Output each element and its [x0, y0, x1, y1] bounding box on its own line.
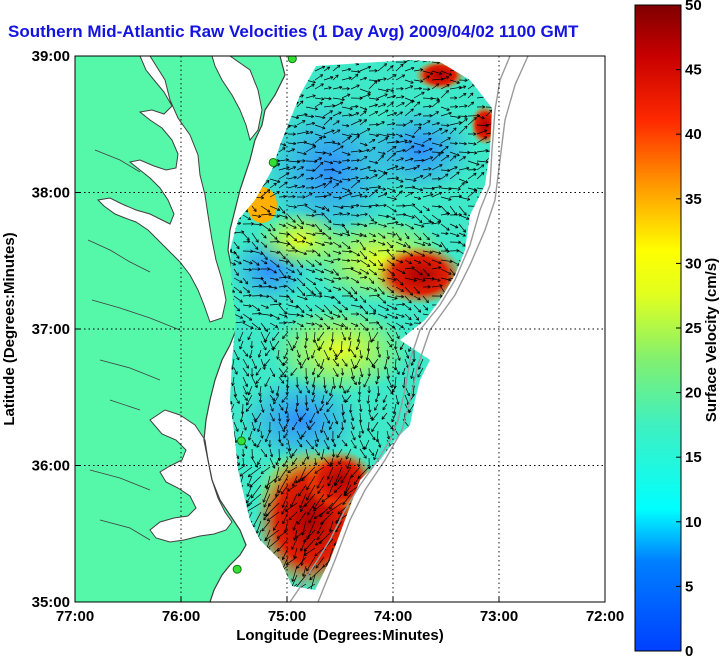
colorbar-tick-label: 0: [685, 643, 693, 659]
map-title: Southern Mid-Atlantic Raw Velocities (1 …: [8, 22, 579, 41]
colorbar-tick-label: 5: [685, 578, 693, 595]
colorbar-tick-labels: 0 5 10 15 20 25 30 35 40 45 50: [676, 0, 702, 659]
station-marker: [268, 157, 278, 167]
colorbar-tick-label: 50: [685, 0, 702, 14]
colorbar-tick-label: 40: [685, 126, 702, 143]
station-marker: [236, 436, 246, 446]
station-marker: [287, 56, 297, 64]
y-tick-label: 38:00: [32, 185, 70, 202]
y-axis-label: Latitude (Degrees:Minutes): [1, 232, 18, 425]
bathymetry-contour: [289, 56, 511, 602]
chesapeake-bay: [96, 56, 227, 323]
y-tick-label: 39:00: [32, 48, 70, 65]
delaware-bay: [211, 56, 263, 142]
x-tick-label: 77:00: [56, 608, 94, 625]
colorbar-tick-label: 10: [685, 514, 702, 531]
colorbar-tick-label: 25: [685, 320, 702, 337]
colorbar-tick-label: 30: [685, 255, 702, 272]
x-tick-label: 75:00: [268, 608, 306, 625]
y-tick-label: 37:00: [32, 321, 70, 338]
river-lines: [87, 149, 181, 541]
x-tick-label: 72:00: [586, 608, 624, 625]
colorbar-tick-label: 45: [685, 62, 702, 79]
station-marker: [232, 564, 242, 574]
y-tick-label: 36:00: [32, 458, 70, 475]
map-area: [75, 56, 605, 602]
colorbar-tick-label: 35: [685, 191, 702, 208]
station-markers: [232, 56, 297, 574]
x-axis-label: Longitude (Degrees:Minutes): [236, 627, 444, 644]
x-tick-label: 74:00: [374, 608, 412, 625]
y-tick-label: 35:00: [32, 594, 70, 611]
x-tick-label: 76:00: [162, 608, 200, 625]
y-tick-labels: 39:00 38:00 37:00 36:00 35:00: [32, 48, 80, 611]
colorbar-tick-label: 15: [685, 449, 702, 466]
colorbar-label: Surface Velocity (cm/s): [703, 258, 720, 422]
colorbar-tick-label: 20: [685, 385, 702, 402]
colorbar: [634, 4, 682, 652]
x-tick-labels: 77:00 76:00 75:00 74:00 73:00 72:00: [56, 597, 624, 625]
grid-lines: [75, 56, 605, 602]
x-tick-label: 73:00: [480, 608, 518, 625]
coastline: [203, 56, 286, 602]
